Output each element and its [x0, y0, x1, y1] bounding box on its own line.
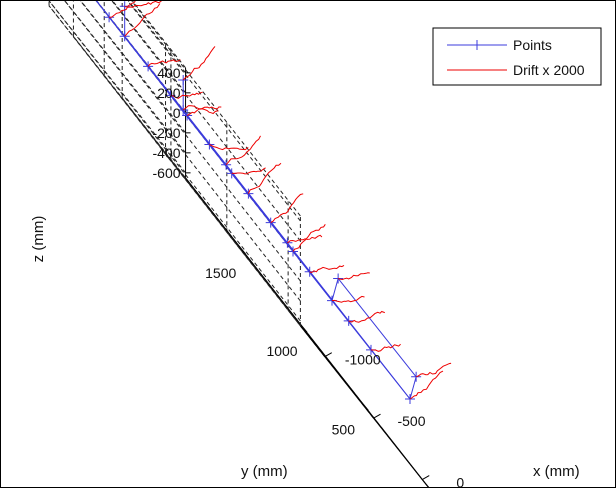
- points-line-segment: [309, 271, 350, 322]
- drift-trace: [247, 162, 282, 194]
- x-tick-mark: [373, 413, 381, 419]
- drift-trace: [348, 310, 385, 323]
- points-line-segment: [124, 35, 184, 111]
- y-axis-line: [185, 177, 433, 492]
- drift-trace: [409, 370, 444, 400]
- y-tick-mark: [301, 325, 308, 333]
- z-tick-label: 0: [173, 105, 181, 121]
- y-tick-label: 500: [332, 421, 356, 437]
- drift-trace: [124, 0, 162, 8]
- back-wall-grid-horizontal: [63, 0, 186, 154]
- y-tick-label: 1500: [205, 265, 236, 281]
- back-wall-grid-horizontal: [48, 0, 186, 174]
- drift-trace: [309, 264, 345, 274]
- points-line-segment: [331, 300, 372, 351]
- points-line-segment: [409, 376, 417, 400]
- drift-trace: [337, 272, 370, 281]
- x-axis-label: x (mm): [533, 463, 580, 480]
- points-line-segment: [231, 173, 272, 223]
- z-tick-label: 400: [157, 65, 181, 81]
- box-edge: [48, 5, 186, 179]
- x-tick-mark: [422, 475, 430, 481]
- drift-trace: [415, 362, 452, 378]
- drift-trace: [186, 106, 222, 116]
- drift-trace: [124, 3, 161, 37]
- x-axis-line: [299, 325, 433, 492]
- x-tick-mark: [324, 352, 333, 358]
- points-line-segment: [182, 109, 227, 166]
- box-edge: [48, 5, 301, 327]
- y-tick-mark: [362, 404, 369, 411]
- side-wall-grid-horizontal: [48, 0, 301, 322]
- back-wall-grid-horizontal: [79, 0, 186, 134]
- tick-labels: 1500100050000-500-10004002000-200-400-60…: [153, 65, 465, 491]
- axis-lines: [48, 0, 433, 492]
- drift-trace: [270, 193, 304, 224]
- drift-trace: [109, 0, 137, 18]
- points-line-segment: [170, 95, 210, 145]
- drift-trace: [231, 167, 266, 175]
- points-line-segment: [248, 193, 288, 244]
- drift-series: [109, 0, 452, 400]
- back-wall-grid-horizontal: [127, 0, 186, 74]
- points-line-segment: [337, 278, 417, 378]
- drift-trace: [170, 91, 203, 99]
- points-line-segment: [370, 349, 411, 400]
- drift-trace: [292, 224, 326, 252]
- legend: Points Drift x 2000: [432, 27, 602, 86]
- z-tick-label: -200: [153, 125, 181, 141]
- x-tick-label: -500: [397, 413, 425, 429]
- y-tick-mark: [240, 247, 247, 255]
- side-wall-grid-horizontal: [79, 0, 301, 282]
- z-tick-label: -600: [153, 165, 181, 181]
- legend-box: [432, 27, 602, 86]
- box-edge: [130, 0, 301, 217]
- z-tick-label: 200: [157, 85, 181, 101]
- drift-trace: [209, 144, 249, 151]
- points-line-segment: [270, 222, 311, 273]
- points-line-segment: [209, 144, 249, 194]
- points-line-segment: [292, 251, 333, 301]
- y-tick-label: 1000: [266, 343, 297, 359]
- y-axis-label: y (mm): [241, 463, 288, 480]
- side-wall-grid-horizontal: [63, 0, 301, 302]
- points-series: [94, 0, 422, 404]
- x-tick-label: 0: [456, 475, 464, 487]
- drift-trace: [225, 135, 261, 166]
- points-line-segment: [331, 278, 339, 301]
- z-axis-label: z (mm): [30, 216, 47, 263]
- legend-points-marker: [472, 40, 482, 50]
- drift-trace: [331, 295, 365, 303]
- drift-trace: [370, 343, 401, 352]
- legend-drift-label: Drift x 2000: [513, 62, 585, 78]
- legend-points-label: Points: [513, 37, 552, 53]
- back-wall-grid-horizontal: [111, 0, 186, 94]
- z-tick-label: -400: [153, 145, 181, 161]
- box-edge: [131, 0, 186, 69]
- drift-trace: [147, 59, 181, 67]
- points-line-segment: [95, 0, 126, 37]
- drift-trace: [182, 46, 216, 81]
- drift-trace: [287, 234, 323, 244]
- x-tick-label: -1000: [345, 352, 381, 368]
- drift-trace: [182, 105, 219, 115]
- side-wall-grid-horizontal: [110, 0, 301, 242]
